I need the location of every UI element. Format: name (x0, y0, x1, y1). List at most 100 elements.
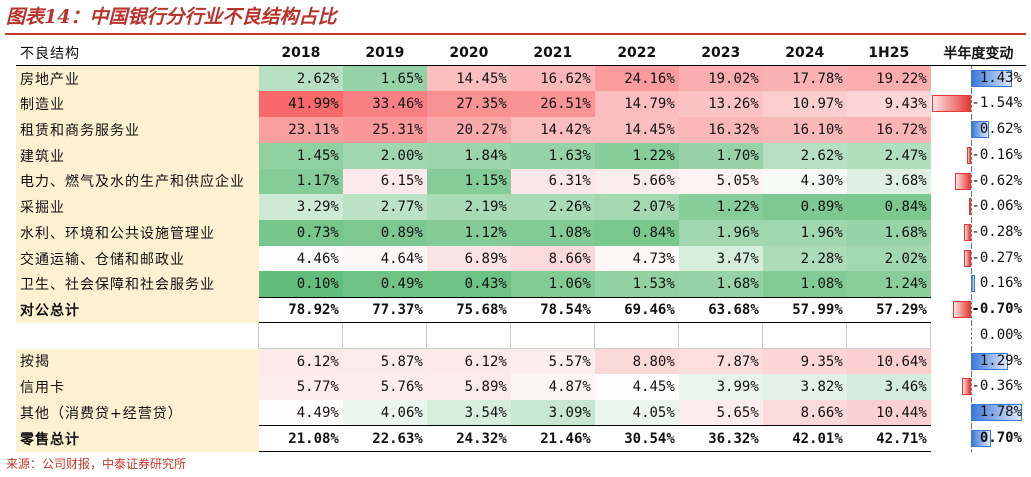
value-cell: 19.02% (678, 65, 763, 92)
change-label: -0.62% (971, 172, 1022, 189)
value-cell: 6.12% (258, 348, 343, 375)
change-label: -0.28% (971, 224, 1022, 241)
value-cell: 2.02% (846, 245, 931, 272)
value-cell: 1.15% (426, 168, 511, 195)
value-cell (678, 322, 764, 350)
row-label: 水利、环境和公共设施管理业 (16, 220, 259, 246)
value-cell (258, 322, 344, 350)
table-row: 交通运输、仓储和邮政业 4.46% 4.64% 6.89% 8.66% 4.73% 3.47… (16, 245, 1026, 272)
value-cell: 20.27% (426, 117, 511, 143)
value-cell: 0.84% (846, 194, 931, 221)
value-cell: 24.16% (594, 65, 679, 92)
table-row: 电力、燃气及水的生产和供应企业 1.17% 6.15% 1.15% 6.31% 5.66%… (16, 168, 1026, 195)
change-label: 1.43% (979, 70, 1022, 87)
value-cell: 23.11% (258, 117, 343, 143)
value-cell: 42.01% (762, 425, 847, 452)
value-cell: 3.54% (426, 400, 511, 426)
value-cell: 2.77% (342, 194, 427, 221)
column-header-2019: 2019 (342, 40, 427, 67)
spacer-row: 0.00% (16, 322, 1026, 350)
value-cell: 19.22% (846, 65, 931, 92)
change-label: -0.16% (971, 146, 1022, 163)
row-label: 对公总计 (16, 297, 259, 323)
value-cell: 5.66% (594, 168, 679, 195)
value-cell: 6.12% (426, 348, 511, 375)
value-cell (762, 322, 848, 350)
change-bar (963, 224, 971, 242)
value-cell: 5.77% (258, 374, 343, 401)
change-axis (971, 322, 973, 349)
row-label (16, 322, 259, 349)
value-cell: 0.73% (258, 220, 343, 246)
value-cell: 30.54% (594, 425, 679, 452)
change-cell: 0.00% (930, 322, 1026, 349)
value-cell: 1.22% (678, 194, 763, 221)
value-cell: 69.46% (594, 296, 679, 324)
value-cell: 2.26% (510, 194, 595, 221)
table-row: 建筑业 1.45% 2.00% 1.84% 1.63% 1.22% 1.70% 2.62% 2.… (16, 142, 1026, 169)
value-cell: 10.97% (762, 91, 847, 118)
value-cell: 16.62% (510, 65, 595, 92)
value-cell: 13.26% (678, 91, 763, 118)
change-cell: 0.16% (930, 271, 1026, 298)
value-cell: 1.08% (510, 220, 595, 246)
change-axis (970, 168, 972, 195)
row-label: 租赁和商务服务业 (16, 117, 259, 143)
value-cell: 2.47% (846, 142, 931, 169)
value-cell: 3.82% (762, 374, 847, 401)
value-cell: 1.68% (678, 271, 763, 298)
value-cell: 4.73% (594, 245, 679, 272)
value-cell: 2.00% (342, 142, 427, 169)
change-cell: -0.16% (930, 142, 1026, 169)
value-cell: 2.62% (762, 142, 847, 169)
value-cell: 3.68% (846, 168, 931, 195)
row-label: 零售总计 (16, 425, 259, 452)
value-cell: 16.32% (678, 117, 763, 143)
value-cell: 5.76% (342, 374, 427, 401)
value-cell: 0.43% (426, 271, 511, 298)
corner-label: 不良结构 (16, 40, 259, 67)
row-label: 建筑业 (16, 142, 259, 169)
title-rule (5, 33, 1026, 35)
change-bar (964, 249, 971, 267)
value-cell: 4.05% (594, 400, 679, 426)
value-cell: 21.08% (258, 425, 343, 452)
row-label: 房地产业 (16, 65, 259, 92)
value-cell: 0.84% (594, 220, 679, 246)
change-label: 0.62% (979, 121, 1022, 138)
value-cell: 57.29% (846, 296, 931, 324)
change-label: -0.70% (971, 301, 1022, 318)
column-header-2023: 2023 (678, 40, 763, 67)
value-cell: 1.68% (846, 220, 931, 246)
value-cell: 75.68% (426, 296, 511, 324)
value-cell: 36.32% (678, 425, 763, 452)
value-cell: 14.42% (510, 117, 595, 143)
change-bar (970, 404, 1023, 422)
value-cell: 22.63% (342, 425, 427, 452)
row-label: 按揭 (16, 348, 259, 375)
value-cell: 4.30% (762, 168, 847, 195)
change-cell: 1.43% (930, 65, 1026, 92)
value-cell: 63.68% (678, 296, 763, 324)
value-cell: 14.45% (594, 117, 679, 143)
change-label: 1.29% (979, 352, 1022, 369)
change-axis (970, 220, 972, 246)
value-cell: 4.49% (258, 400, 343, 426)
header-row: 不良结构 2018 2019 2020 2021 2022 2023 2024 1H25 半年度变… (16, 40, 1026, 67)
change-bar (970, 121, 989, 139)
table-row: 制造业 41.99% 33.46% 27.35% 26.51% 14.79% 13.26% 1… (16, 91, 1026, 118)
value-cell (426, 322, 512, 350)
change-bar (968, 198, 971, 216)
value-cell: 78.54% (510, 296, 595, 324)
row-label: 采掘业 (16, 194, 259, 221)
value-cell: 6.31% (510, 168, 595, 195)
value-cell: 25.31% (342, 117, 427, 143)
column-header-1H25: 1H25 (846, 40, 931, 67)
value-cell: 1.70% (678, 142, 763, 169)
change-cell: -1.54% (930, 91, 1026, 118)
change-bar (970, 352, 1009, 370)
value-cell: 0.49% (342, 271, 427, 298)
column-header-2018: 2018 (258, 40, 343, 67)
value-cell: 41.99% (258, 91, 343, 118)
value-cell: 6.15% (342, 168, 427, 195)
